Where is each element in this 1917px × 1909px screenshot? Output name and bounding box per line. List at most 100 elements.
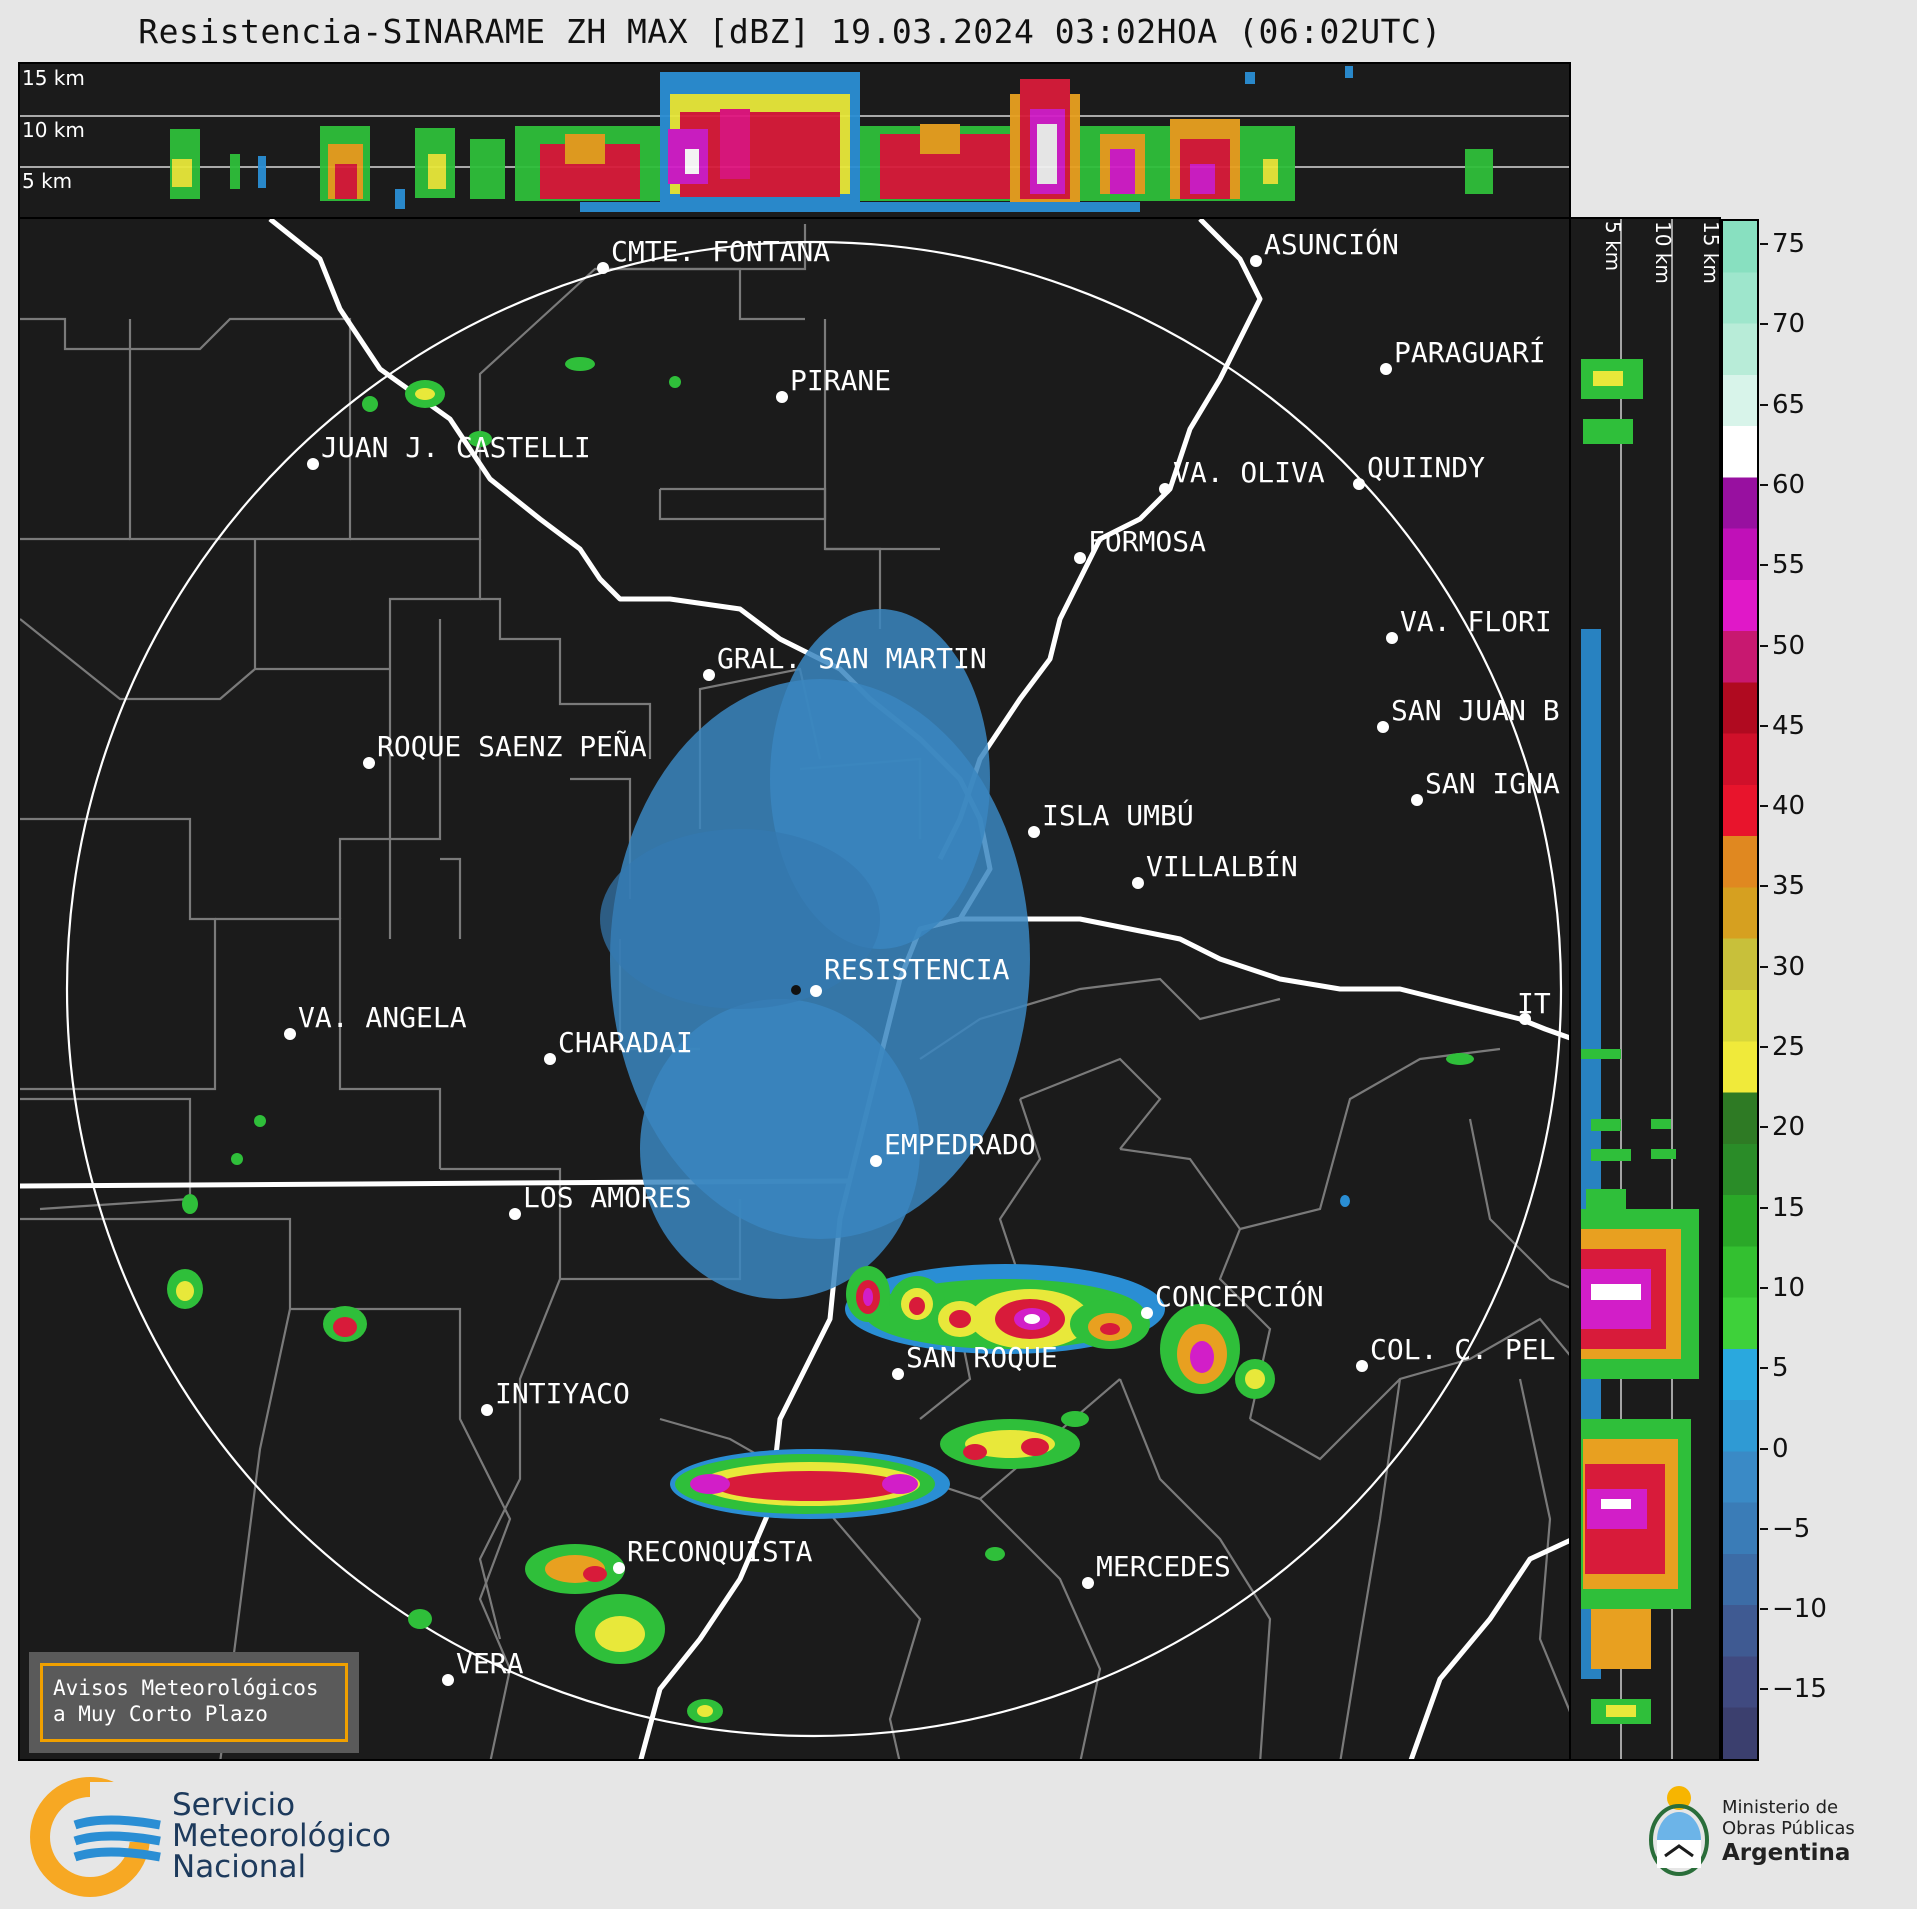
top-alt-label-15km: 15 km <box>22 66 85 90</box>
colorbar-tick-label: 30 <box>1772 951 1806 982</box>
place-marker <box>509 1208 521 1220</box>
precipitation-echoes <box>167 357 1474 1723</box>
place-label: CHARADAI <box>558 1026 693 1059</box>
colorbar-tick-label: 70 <box>1772 309 1806 340</box>
radar-range-ring <box>65 240 1563 1738</box>
side-alt-label-5km: 5 km <box>1601 221 1625 272</box>
colorbar-tick-label: 35 <box>1772 871 1806 902</box>
place-marker <box>1159 483 1171 495</box>
place-marker <box>1380 363 1392 375</box>
colorbar-tick-mark <box>1760 1608 1768 1611</box>
colorbar-tick-mark <box>1760 1688 1768 1691</box>
warning-box-frame[interactable]: Avisos Meteorológicos a Muy Corto Plazo <box>40 1663 348 1742</box>
smn-name: Servicio Meteorológico Nacional <box>172 1790 391 1883</box>
colorbar-tick-mark <box>1760 885 1768 888</box>
place-label: COL. C. PEL <box>1370 1333 1555 1366</box>
top-cross-section-echoes <box>20 66 1569 212</box>
colorbar-tick-label: −15 <box>1772 1674 1827 1705</box>
colorbar-tick-label: 60 <box>1772 469 1806 500</box>
colorbar-tick-mark <box>1760 1367 1768 1370</box>
colorbar-tick-label: 40 <box>1772 791 1806 822</box>
colorbar-tick-label: −10 <box>1772 1594 1827 1625</box>
colorbar-tick-label: 5 <box>1772 1353 1789 1384</box>
place-marker <box>703 669 715 681</box>
place-label: QUIINDY <box>1367 451 1485 484</box>
smn-line-2: Meteorológico <box>172 1818 391 1854</box>
warning-box[interactable]: Avisos Meteorológicos a Muy Corto Plazo <box>29 1652 359 1753</box>
place-marker <box>1028 826 1040 838</box>
place-marker <box>1386 632 1398 644</box>
colorbar-tick-label: 65 <box>1772 389 1806 420</box>
place-marker <box>481 1404 493 1416</box>
colorbar-tick-label: 10 <box>1772 1272 1806 1303</box>
place-label: SAN ROQUE <box>906 1341 1058 1374</box>
place-label: ROQUE SAENZ PEÑA <box>377 729 647 763</box>
colorbar-tick-mark <box>1760 805 1768 808</box>
colorbar-tick-mark <box>1760 323 1768 326</box>
place-label: FORMOSA <box>1088 525 1206 558</box>
colorbar-tick-mark <box>1760 1206 1768 1209</box>
place-marker <box>613 1562 625 1574</box>
colorbar-tick-mark <box>1760 1527 1768 1530</box>
place-marker <box>363 757 375 769</box>
place-marker <box>1377 721 1389 733</box>
colorbar-tick-label: 75 <box>1772 229 1806 259</box>
place-label: SAN JUAN B <box>1391 694 1560 727</box>
place-label: ISLA UMBÚ <box>1042 798 1194 832</box>
place-marker <box>307 458 319 470</box>
place-marker <box>1356 1360 1368 1372</box>
ministry-name: Ministerio de Obras Públicas Argentina <box>1722 1797 1855 1867</box>
top-alt-label-10km: 10 km <box>22 118 85 142</box>
warning-line-1: Avisos Meteorológicos <box>53 1676 319 1700</box>
place-label: VA. OLIVA <box>1173 456 1325 489</box>
place-label: CMTE. FONTANA <box>611 235 830 268</box>
colorbar-tick-label: 45 <box>1772 710 1806 741</box>
ministry-line-2: Obras Públicas <box>1722 1818 1855 1839</box>
place-marker <box>544 1053 556 1065</box>
dbz-colorbar <box>1721 219 1759 1761</box>
place-label: PIRANE <box>790 364 891 397</box>
place-label: VA. ANGELA <box>298 1001 467 1034</box>
place-labels: CMTE. FONTANA ASUNCIÓN PARAGUARÍ PIRANE JUAN… <box>284 227 1560 1686</box>
place-label: LOS AMORES <box>523 1181 692 1214</box>
place-label: VA. FLORI <box>1400 605 1552 638</box>
place-marker <box>870 1155 882 1167</box>
colorbar-tick-mark <box>1760 965 1768 968</box>
place-marker <box>597 262 609 274</box>
top-cross-section-panel: 15 km 10 km 5 km <box>18 62 1571 219</box>
colorbar-tick-label: 25 <box>1772 1032 1806 1062</box>
colorbar-tick-mark <box>1760 1286 1768 1289</box>
colorbar-tick-label: 55 <box>1772 550 1806 581</box>
place-marker <box>1250 255 1262 267</box>
place-label: SAN IGNA <box>1425 767 1560 800</box>
place-marker <box>1082 1577 1094 1589</box>
place-label: JUAN J. CASTELLI <box>321 431 591 464</box>
side-cross-section-panel: 5 km 10 km 15 km <box>1569 217 1721 1761</box>
place-label: MERCEDES <box>1096 1550 1231 1583</box>
place-marker <box>1353 478 1365 490</box>
side-alt-label-15km: 15 km <box>1699 221 1721 284</box>
top-alt-label-5km: 5 km <box>22 169 73 193</box>
smn-line-3: Nacional <box>172 1849 307 1885</box>
place-marker <box>1411 794 1423 806</box>
place-label: VILLALBÍN <box>1146 849 1298 883</box>
colorbar-tick-label: 0 <box>1772 1433 1789 1464</box>
radar-map-panel: CMTE. FONTANA ASUNCIÓN PARAGUARÍ PIRANE JUAN… <box>18 217 1571 1761</box>
place-label: EMPEDRADO <box>884 1128 1036 1161</box>
colorbar-tick-mark <box>1760 483 1768 486</box>
colorbar-tick-mark <box>1760 644 1768 647</box>
warning-line-2: a Muy Corto Plazo <box>53 1702 268 1726</box>
ministry-line-3: Argentina <box>1722 1840 1851 1866</box>
place-label: RESISTENCIA <box>824 953 1010 986</box>
colorbar-tick-mark <box>1760 1126 1768 1129</box>
colorbar-tick-mark <box>1760 1447 1768 1450</box>
place-marker <box>1132 877 1144 889</box>
place-label: RECONQUISTA <box>627 1535 813 1568</box>
place-label: GRAL. SAN MARTIN <box>717 642 987 675</box>
place-label: INTIYACO <box>495 1377 630 1410</box>
argentina-coat-of-arms-icon <box>1649 1786 1709 1876</box>
place-label: ASUNCIÓN <box>1264 227 1399 261</box>
colorbar-tick-mark <box>1760 243 1768 245</box>
place-marker <box>284 1028 296 1040</box>
colorbar-tick-mark <box>1760 403 1768 406</box>
